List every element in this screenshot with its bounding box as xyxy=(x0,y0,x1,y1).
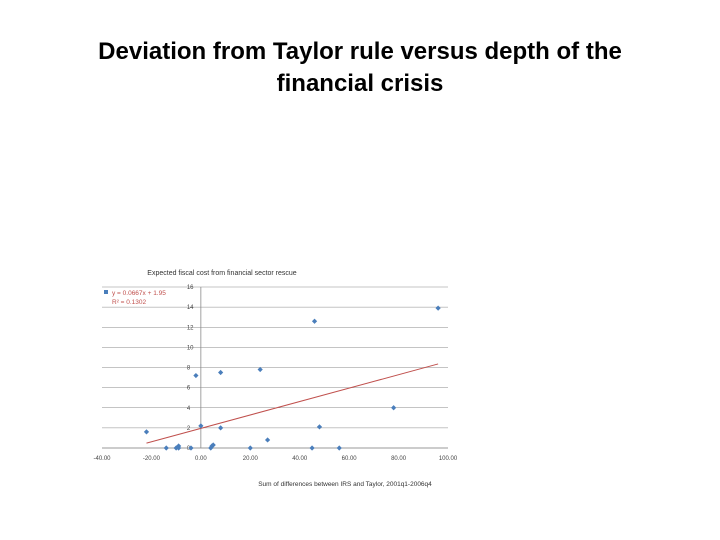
slide-title: Deviation from Taylor rule versus depth … xyxy=(60,36,660,100)
x-tick-label: 0.00 xyxy=(195,456,207,462)
data-point xyxy=(176,445,182,451)
data-point xyxy=(264,437,271,443)
trendline xyxy=(146,363,439,444)
data-point xyxy=(198,423,204,429)
data-point xyxy=(210,442,216,448)
trendline-equation: y = 0.0667x + 1.95 xyxy=(112,290,166,297)
data-point xyxy=(336,445,342,451)
y-tick-label: 6 xyxy=(187,386,191,392)
gridlines xyxy=(102,286,448,449)
data-point xyxy=(188,445,194,451)
y-tick-label: 8 xyxy=(187,366,191,372)
data-point xyxy=(163,445,169,451)
x-tick-label: 40.00 xyxy=(292,456,308,462)
trendline-group xyxy=(104,290,439,444)
y-tick-label: 16 xyxy=(187,285,194,291)
x-tick-label: 80.00 xyxy=(391,456,407,462)
y-tick-label: 4 xyxy=(187,406,191,412)
data-point xyxy=(193,372,199,379)
x-axis-label: Sum of differences between IRS and Taylo… xyxy=(258,481,432,488)
data-point xyxy=(257,366,263,373)
x-tick-label: 100.00 xyxy=(439,456,458,462)
data-point xyxy=(218,425,224,431)
data-point xyxy=(309,445,315,451)
chart-title: Expected fiscal cost from financial sect… xyxy=(147,270,297,277)
y-tick-label: 14 xyxy=(187,305,194,311)
slide-title-line-2: financial crisis xyxy=(276,70,444,97)
y-tick-label: 2 xyxy=(187,426,191,432)
slide-title-line-1: Deviation from Taylor rule versus depth … xyxy=(98,38,622,65)
y-tick-label: 12 xyxy=(187,325,194,331)
data-point xyxy=(316,424,323,430)
data-point xyxy=(435,305,441,311)
legend-marker xyxy=(104,290,108,294)
data-point xyxy=(143,429,150,435)
x-tick-label: -20.00 xyxy=(143,456,161,462)
trendline-r-squared: R² = 0.1302 xyxy=(112,299,147,306)
axes: 0 2 4 6 8 10 12 14 16 -40.00 -20.00 0.00 20.00 40.00 6… xyxy=(93,285,457,462)
data-point xyxy=(311,318,318,324)
data-points xyxy=(143,305,441,451)
data-point xyxy=(391,405,397,411)
y-tick-label: 10 xyxy=(187,345,194,351)
x-tick-label: 60.00 xyxy=(342,456,358,462)
x-tick-label: -40.00 xyxy=(93,456,111,462)
x-tick-label: 20.00 xyxy=(243,456,259,462)
y-tick-label: 0 xyxy=(187,446,191,452)
data-point xyxy=(247,445,253,451)
data-point xyxy=(218,369,224,376)
